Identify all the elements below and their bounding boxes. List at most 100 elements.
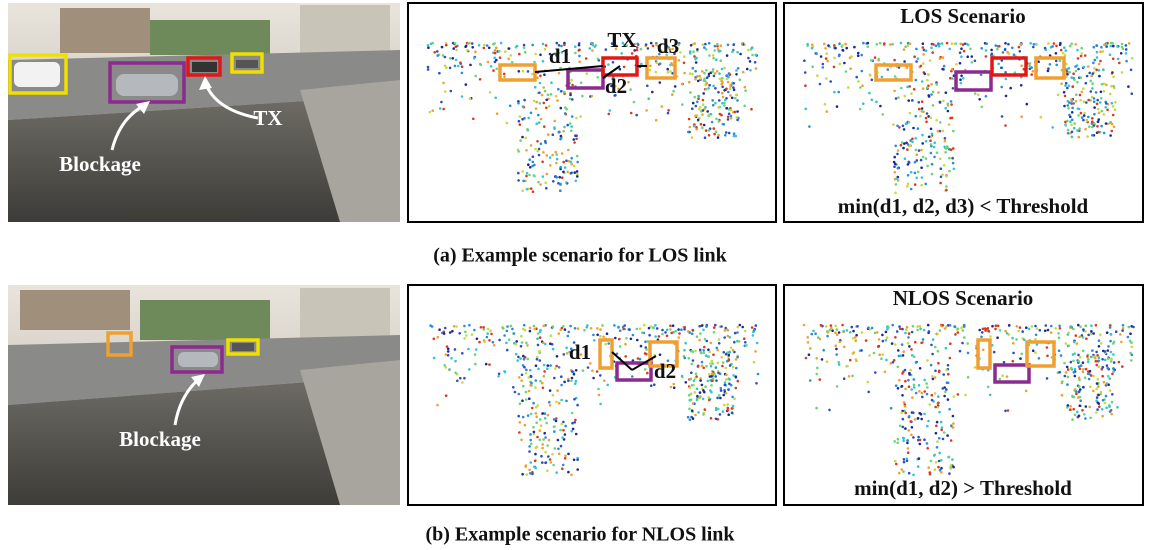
lidar-point <box>927 466 930 469</box>
lidar-point <box>850 55 853 58</box>
lidar-point <box>1110 333 1113 336</box>
lidar-point <box>857 80 860 83</box>
lidar-point <box>1083 112 1086 115</box>
lidar-point <box>873 352 876 355</box>
lidar-point <box>915 177 918 180</box>
lidar-point <box>1106 331 1109 334</box>
lidar-point <box>427 66 430 69</box>
lidar-point <box>525 398 528 401</box>
lidar-point <box>594 45 597 48</box>
lidar-point <box>985 55 988 58</box>
lidar-point <box>1106 367 1109 370</box>
lidar-point <box>946 434 949 437</box>
lidar-point <box>933 141 936 144</box>
lidar-point <box>549 342 552 345</box>
lidar-point <box>598 394 601 397</box>
lidar-point <box>930 128 933 131</box>
lidar-point <box>734 332 737 335</box>
lidar-point <box>902 440 905 443</box>
lidar-point <box>1114 108 1117 111</box>
lidar-point <box>1112 367 1115 370</box>
lidar-point <box>1130 69 1133 72</box>
lidar-point <box>535 421 538 424</box>
lidar-point <box>624 355 627 358</box>
lidar-point <box>697 119 700 122</box>
lidar-point <box>571 422 574 425</box>
lidar-point <box>736 116 739 119</box>
lidar-point <box>731 97 734 100</box>
lidar-point <box>952 466 955 469</box>
lidar-point <box>977 94 980 97</box>
lidar-point <box>506 122 509 125</box>
lidar-point <box>539 329 542 332</box>
lidar-point <box>751 326 754 329</box>
lidar-point <box>455 45 458 48</box>
lidar-point <box>1112 353 1115 356</box>
lidar-point <box>722 410 725 413</box>
lidar-point <box>511 328 514 331</box>
lidar-point <box>571 115 574 118</box>
lidar-point <box>903 461 906 464</box>
lidar-point <box>710 375 713 378</box>
lidar-point <box>1071 131 1074 134</box>
lidar-point <box>612 61 615 64</box>
lidar-point <box>925 117 928 120</box>
lidar-point <box>544 48 547 51</box>
lidar-point <box>473 57 476 60</box>
lidar-point <box>1096 44 1099 47</box>
lidar-point <box>1073 341 1076 344</box>
lidar-point <box>917 171 920 174</box>
lidar-point <box>533 100 536 103</box>
lidar-point <box>641 331 644 334</box>
lidar-point <box>918 149 921 152</box>
lidar-point <box>967 376 970 379</box>
lidar-point <box>932 378 935 381</box>
lidar-point <box>843 346 846 349</box>
lidar-point <box>701 113 704 116</box>
lidar-point <box>736 331 739 334</box>
lidar-point <box>704 338 707 341</box>
lidar-point <box>438 328 441 331</box>
lidar-point <box>534 328 537 331</box>
lidar-point <box>592 377 595 380</box>
lidar-point <box>456 380 459 383</box>
lidar-point <box>526 128 529 131</box>
lidar-point <box>675 330 678 333</box>
lidar-point <box>1121 46 1124 49</box>
lidar-point <box>960 327 963 330</box>
lidar-point <box>945 185 948 188</box>
lidar-point <box>537 181 540 184</box>
lidar-point <box>527 117 530 120</box>
lidar-point <box>636 339 639 342</box>
lidar-point <box>548 439 551 442</box>
lidar-point <box>647 97 650 100</box>
lidar-point <box>570 161 573 164</box>
lidar-point <box>1090 90 1093 93</box>
lidar-point <box>869 74 872 77</box>
lidar-point <box>427 44 430 47</box>
lidar-point <box>897 149 900 152</box>
lidar-point <box>444 327 447 330</box>
lidar-point <box>1083 413 1086 416</box>
lidar-point <box>1103 113 1106 116</box>
lidar-point <box>558 176 561 179</box>
lidar-point <box>444 65 447 68</box>
lidar-point <box>570 130 573 133</box>
lidar-point <box>661 329 664 332</box>
lidar-point <box>1078 127 1081 130</box>
lidar-point <box>991 53 994 56</box>
lidar-point <box>879 105 882 108</box>
lidar-point <box>834 47 837 50</box>
lidar-point <box>656 327 659 330</box>
lidar-point <box>597 388 600 391</box>
lidar-point <box>739 324 742 327</box>
lidar-point <box>1067 376 1070 379</box>
lidar-point <box>707 87 710 90</box>
lidar-point <box>894 336 897 339</box>
lidar-point <box>1032 46 1035 49</box>
lidar-point <box>550 81 553 84</box>
lidar-point <box>558 72 561 75</box>
lidar-point <box>570 125 573 128</box>
lidar-point <box>1018 46 1021 49</box>
lidar-point <box>944 327 947 330</box>
